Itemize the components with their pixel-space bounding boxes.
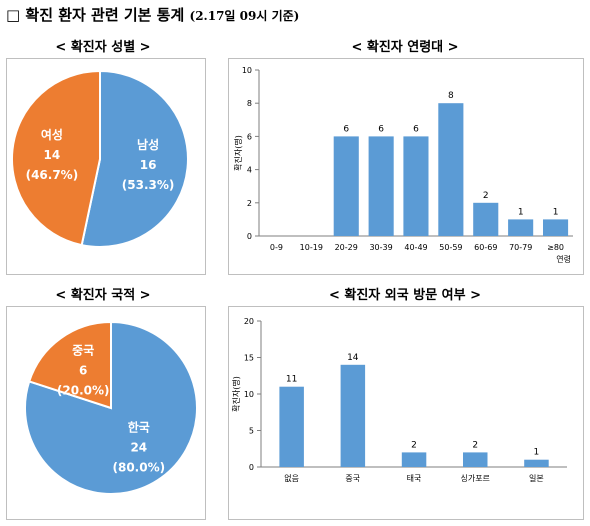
gender-pie-chart: 남성 16 (53.3%) 여성 14 (46.7%)	[10, 69, 189, 248]
y-axis-label: 확진자(명)	[233, 135, 243, 171]
y-tick-label: 8	[247, 99, 252, 108]
x-axis-label: 연령	[556, 255, 571, 264]
pie-slice-name: 한국	[128, 419, 150, 434]
gender-pie-panel: 남성 16 (53.3%) 여성 14 (46.7%)	[6, 58, 206, 275]
pie-slice-name: 중국	[72, 344, 94, 358]
bar	[401, 452, 427, 467]
age-chart-title: < 확진자 연령대 >	[351, 40, 459, 55]
y-tick-label: 5	[249, 427, 254, 436]
bar-data-label: 2	[483, 191, 489, 201]
gender-chart-title: < 확진자 성별 >	[55, 40, 151, 55]
y-tick-label: 20	[244, 317, 254, 326]
bar-data-label: 1	[534, 448, 540, 458]
y-tick-label: 0	[247, 232, 252, 241]
bar	[508, 219, 534, 236]
pie-slice-value: 6	[79, 364, 87, 378]
x-tick-label: 10-19	[300, 243, 323, 252]
bar-data-label: 11	[286, 375, 297, 385]
pie-slice-percent: (53.3%)	[122, 178, 175, 192]
y-axis-label: 확진자(명)	[231, 376, 241, 412]
pie-slice	[10, 69, 101, 247]
bar	[340, 364, 366, 467]
x-tick-label: 없음	[284, 474, 299, 483]
bar	[279, 386, 304, 467]
travel-bar-chart: 0 5 10 15 20 11 없음 14 중국 2 태국 2 싱가포르 1 일본 확진자(명)	[231, 317, 567, 483]
x-tick-label: 60-69	[474, 243, 497, 252]
y-tick-label: 10	[242, 66, 252, 75]
nationality-pie-panel: 한국 24 (80.0%) 중국 6 (20.0%)	[6, 306, 206, 520]
bar	[333, 136, 359, 236]
bar	[473, 202, 499, 236]
y-tick-label: 2	[247, 199, 252, 208]
bar-data-label: 1	[518, 207, 524, 217]
bar-data-label: 14	[347, 353, 359, 363]
pie-slice-percent: (46.7%)	[26, 168, 79, 182]
bar	[524, 459, 549, 467]
nationality-chart-title: < 확진자 국적 >	[55, 288, 151, 303]
y-tick-label: 0	[249, 463, 254, 472]
x-tick-label: 싱가포르	[460, 473, 489, 483]
x-tick-label: 50-59	[439, 243, 462, 252]
bar	[368, 136, 394, 236]
pie-slice-value: 24	[130, 440, 147, 454]
pie-slice	[27, 320, 112, 410]
page-title: □ 확진 환자 관련 기본 통계 (2.17일 09시 기준)	[6, 4, 299, 25]
y-tick-label: 10	[244, 390, 254, 399]
pie-slice	[80, 69, 189, 248]
x-tick-label: 70-79	[509, 243, 532, 252]
pie-slice-name: 여성	[41, 127, 63, 142]
bar-data-label: 2	[411, 440, 417, 450]
travel-chart-title: < 확진자 외국 방문 여부 >	[328, 288, 482, 303]
page-title-main: □ 확진 환자 관련 기본 통계	[6, 6, 185, 24]
bar	[438, 103, 464, 236]
x-tick-label: ≥80	[547, 243, 564, 252]
y-tick-label: 6	[247, 132, 252, 141]
pie-slice-percent: (20.0%)	[57, 384, 110, 398]
bar	[403, 136, 429, 236]
bar	[463, 452, 488, 467]
x-tick-label: 0-9	[270, 243, 283, 252]
pie-slice-value: 16	[140, 158, 157, 172]
page-title-date: (2.17일 09시 기준)	[189, 9, 300, 23]
pie-slice-name: 남성	[137, 137, 159, 152]
bar-data-label: 2	[472, 440, 478, 450]
bar-data-label: 6	[343, 124, 349, 134]
bar-data-label: 6	[413, 124, 419, 134]
bar	[543, 219, 569, 236]
pie-slice-percent: (80.0%)	[112, 460, 165, 474]
x-tick-label: 20-29	[335, 243, 358, 252]
nationality-pie-chart: 한국 24 (80.0%) 중국 6 (20.0%)	[24, 320, 198, 495]
x-tick-label: 태국	[407, 474, 422, 483]
x-tick-label: 일본	[529, 474, 544, 483]
y-tick-label: 15	[244, 354, 254, 363]
pie-slice-value: 14	[44, 148, 61, 162]
bar-data-label: 1	[553, 207, 559, 217]
x-tick-label: 중국	[345, 474, 360, 483]
bar-data-label: 6	[378, 124, 384, 134]
age-bar-panel: 0 2 4 6 8 10 0-9 10-19 6 20-29 6 30-39 6 40-49 8 50-59 2…	[228, 58, 584, 275]
bar-data-label: 8	[448, 91, 454, 101]
age-bar-chart: 0 2 4 6 8 10 0-9 10-19 6 20-29 6 30-39 6 40-49 8 50-59 2…	[233, 66, 573, 264]
x-tick-label: 30-39	[369, 243, 392, 252]
y-tick-label: 4	[247, 166, 252, 175]
travel-bar-panel: 0 5 10 15 20 11 없음 14 중국 2 태국 2 싱가포르 1 일본 확진자(명)	[228, 306, 584, 520]
x-tick-label: 40-49	[404, 243, 427, 252]
